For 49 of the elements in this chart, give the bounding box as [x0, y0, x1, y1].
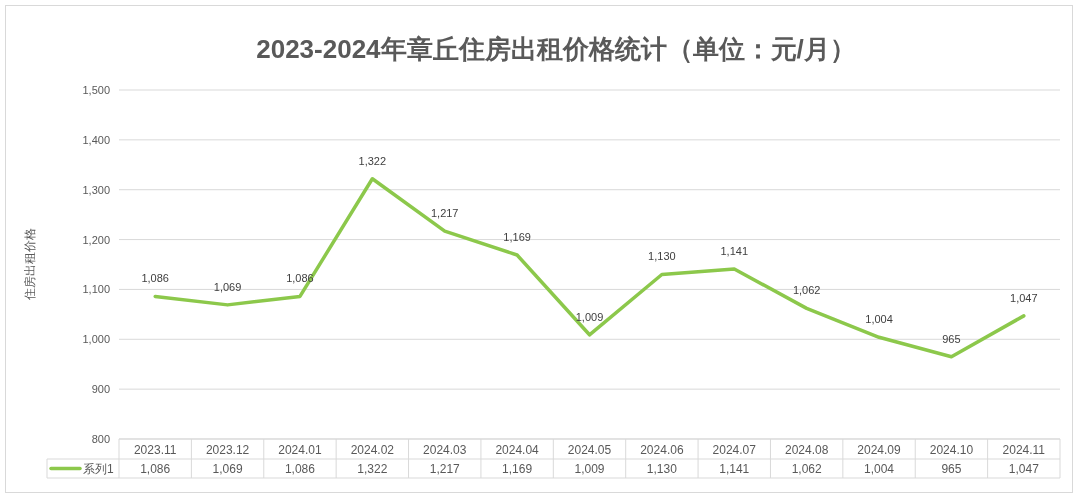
text: 1,009 — [575, 310, 604, 323]
x-tick-label: 2024.08 — [784, 442, 829, 457]
x-tick-label: 2024.10 — [929, 442, 974, 457]
x-tick-label: 2024.02 — [350, 442, 395, 457]
data-label: 1,322 — [357, 462, 388, 476]
data-label: 965 — [941, 462, 962, 476]
y-tick-label: 1,100 — [82, 283, 110, 296]
data-label: 1,169 — [502, 462, 533, 476]
x-tick-label: 2024.09 — [857, 442, 902, 457]
y-tick-label: 900 — [91, 383, 110, 396]
x-tick-label: 2023.11 — [133, 442, 177, 457]
data-label: 1,047 — [1008, 462, 1040, 476]
text: 1,130 — [648, 250, 676, 263]
text: 1,322 — [358, 154, 387, 167]
chart-title: 2023-2024年章丘住房出租价格统计（单位：元/月） — [256, 34, 856, 64]
y-tick-label: 1,500 — [82, 84, 110, 96]
x-tick-label: 2024.07 — [712, 442, 757, 457]
x-tick-label: 2024.04 — [495, 442, 540, 457]
text: 1,062 — [792, 284, 821, 297]
x-tick-label: 2024.03 — [423, 442, 467, 457]
data-label: 1,217 — [429, 462, 461, 476]
text: 1,141 — [720, 244, 749, 257]
y-tick-label: 1,400 — [82, 133, 110, 146]
y-tick-label: 1,000 — [82, 333, 110, 346]
data-label: 1,069 — [212, 462, 243, 476]
data-label: 1,062 — [791, 462, 822, 476]
y-tick-label: 1,300 — [82, 183, 110, 196]
x-tick-label: 2024.01 — [278, 442, 322, 457]
x-tick-label: 2024.06 — [640, 442, 684, 457]
text: 1,069 — [213, 280, 242, 293]
data-label: 1,086 — [140, 462, 171, 476]
x-tick-label: 2023.12 — [205, 442, 250, 457]
legend-label: 系列1 — [83, 462, 114, 476]
y-tick-label: 800 — [91, 433, 110, 445]
data-label: 1,086 — [284, 462, 316, 476]
data-label: 1,009 — [574, 462, 605, 476]
data-label: 1,130 — [646, 462, 678, 476]
text: 1,047 — [1010, 291, 1038, 304]
data-label: 1,141 — [719, 462, 750, 476]
text: 1,169 — [503, 231, 531, 244]
y-tick-label: 1,200 — [82, 233, 110, 246]
text: 1,217 — [430, 207, 459, 220]
text: 965 — [942, 332, 961, 345]
data-label: 1,004 — [864, 462, 895, 476]
x-tick-label: 2024.11 — [1002, 442, 1046, 457]
x-tick-label: 2024.05 — [567, 442, 612, 457]
text: 1,086 — [141, 272, 169, 285]
text: 1,004 — [865, 313, 893, 326]
y-axis-title: 住房出租价格 — [23, 228, 37, 301]
